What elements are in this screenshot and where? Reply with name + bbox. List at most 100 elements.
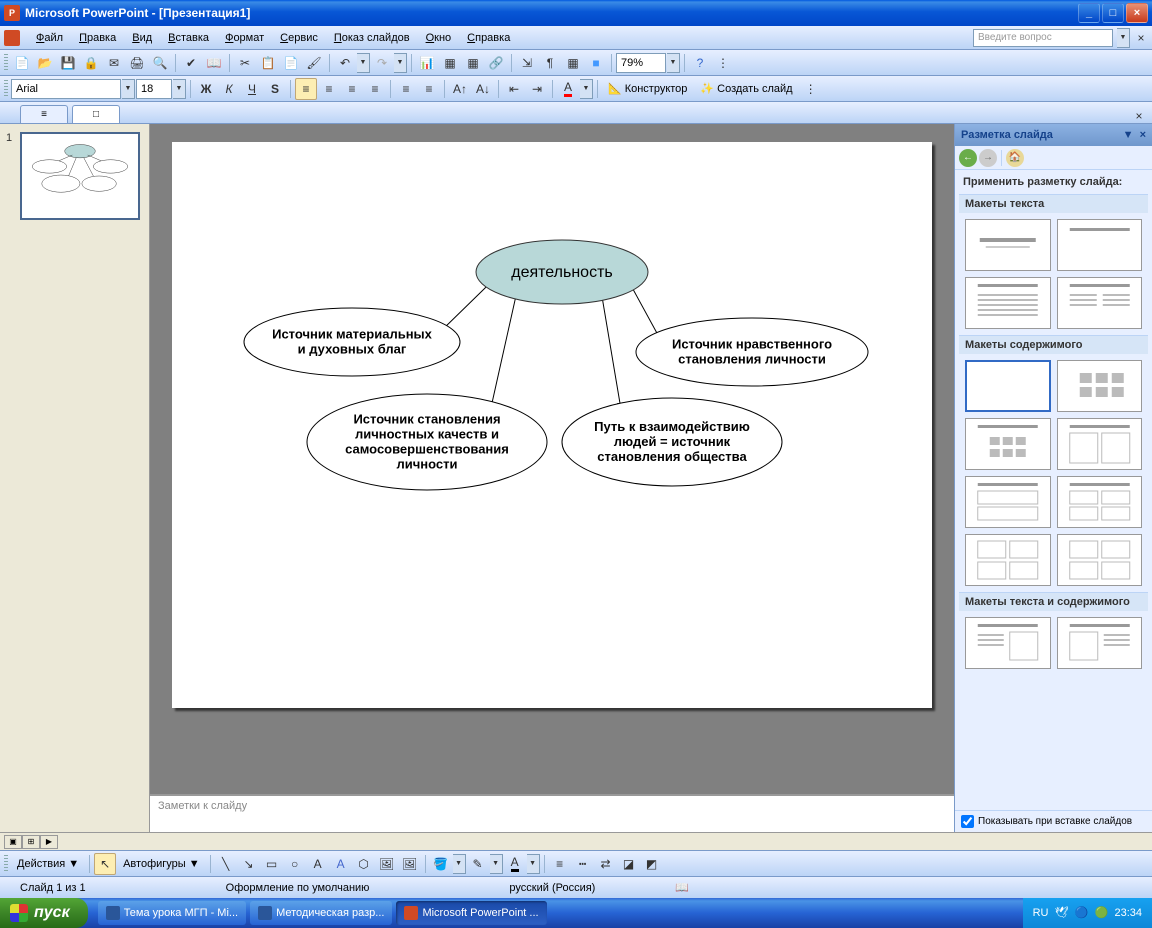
numbering-icon[interactable]: ≡	[395, 78, 417, 100]
help-search-dropdown[interactable]: ▼	[1117, 28, 1130, 48]
show-formatting-icon[interactable]: ¶	[539, 52, 561, 74]
minimize-button[interactable]: _	[1078, 3, 1100, 23]
spellcheck-status-icon[interactable]: 📖	[655, 881, 709, 894]
layout-4content-c[interactable]	[1057, 534, 1143, 586]
sorter-view-icon[interactable]: ⊞	[22, 835, 40, 849]
menu-сервис[interactable]: Сервис	[272, 29, 326, 47]
align-justify-icon[interactable]: ≡	[364, 78, 386, 100]
layout-text-content-2[interactable]	[1057, 617, 1143, 669]
taskpane-dropdown-icon[interactable]: ▼	[1123, 129, 1134, 141]
shadow-icon[interactable]: S	[264, 78, 286, 100]
redo-dropdown[interactable]: ▼	[394, 53, 407, 73]
bold-icon[interactable]: Ж	[195, 78, 217, 100]
toolbar-grip[interactable]	[4, 54, 8, 72]
doc-close-button[interactable]: ×	[1134, 31, 1148, 45]
layout-title-2content[interactable]	[1057, 418, 1143, 470]
font-size-dropdown[interactable]: ▼	[173, 79, 186, 99]
tray-icon-3[interactable]: 🟢	[1094, 906, 1108, 920]
save-icon[interactable]: 💾	[57, 52, 79, 74]
normal-view-icon[interactable]: ▣	[4, 835, 22, 849]
slideshow-view-icon[interactable]: ▶	[40, 835, 58, 849]
insert-chart-icon[interactable]: 📊	[416, 52, 438, 74]
layout-blank[interactable]	[965, 360, 1051, 412]
nav-back-icon[interactable]: ←	[959, 149, 977, 167]
grid-icon[interactable]: ▦	[562, 52, 584, 74]
redo-icon[interactable]: ↷	[371, 52, 393, 74]
show-on-insert-checkbox[interactable]	[961, 815, 974, 828]
clock[interactable]: 23:34	[1114, 907, 1142, 919]
cut-icon[interactable]: ✂	[234, 52, 256, 74]
designer-button[interactable]: 📐 Конструктор	[602, 78, 693, 100]
tray-icon-1[interactable]: 🕊	[1054, 906, 1068, 920]
menu-формат[interactable]: Формат	[217, 29, 272, 47]
toolbar-options-icon[interactable]: ⋮	[800, 78, 822, 100]
layout-text-content-1[interactable]	[965, 617, 1051, 669]
help-icon[interactable]: ?	[689, 52, 711, 74]
permissions-icon[interactable]: 🔒	[80, 52, 102, 74]
taskbar-task[interactable]: Тема урока МГП - Mi...	[98, 901, 246, 925]
font-name-dropdown[interactable]: ▼	[122, 79, 135, 99]
start-button[interactable]: пуск	[0, 898, 88, 928]
preview-icon[interactable]: 🔍	[149, 52, 171, 74]
layout-two-column[interactable]	[1057, 277, 1143, 329]
new-icon[interactable]: 📄	[11, 52, 33, 74]
layout-list[interactable]: Макеты текста Макеты содержимого Макеты …	[955, 194, 1152, 810]
undo-icon[interactable]: ↶	[334, 52, 356, 74]
menu-вид[interactable]: Вид	[124, 29, 160, 47]
layout-title-only[interactable]	[1057, 219, 1143, 271]
nav-forward-icon[interactable]: →	[979, 149, 997, 167]
copy-icon[interactable]: 📋	[257, 52, 279, 74]
menu-вставка[interactable]: Вставка	[160, 29, 217, 47]
increase-font-icon[interactable]: A↑	[449, 78, 471, 100]
slide-canvas[interactable]: деятельностьИсточник материальныхи духов…	[172, 142, 932, 708]
color-icon[interactable]: ■	[585, 52, 607, 74]
slides-tab[interactable]: □	[72, 105, 120, 123]
notes-input[interactable]: Заметки к слайду	[150, 794, 954, 832]
toolbar-grip[interactable]	[4, 80, 8, 98]
layout-4content[interactable]	[1057, 476, 1143, 528]
layout-title-text[interactable]	[965, 277, 1051, 329]
menu-правка[interactable]: Правка	[71, 29, 124, 47]
slide-thumbnail[interactable]	[20, 132, 140, 220]
tables-borders-icon[interactable]: ▦	[462, 52, 484, 74]
paste-icon[interactable]: 📄	[280, 52, 302, 74]
insert-table-icon[interactable]: ▦	[439, 52, 461, 74]
print-icon[interactable]: 🖨	[126, 52, 148, 74]
undo-dropdown[interactable]: ▼	[357, 53, 370, 73]
align-left-icon[interactable]: ≡	[295, 78, 317, 100]
align-right-icon[interactable]: ≡	[341, 78, 363, 100]
tray-icon-2[interactable]: 🔵	[1074, 906, 1088, 920]
close-button[interactable]: ×	[1126, 3, 1148, 23]
tabs-close-button[interactable]: ×	[1132, 109, 1146, 123]
zoom-combo[interactable]: 79%	[616, 53, 666, 73]
toolbar-options-icon[interactable]: ⋮	[712, 52, 734, 74]
menu-справка[interactable]: Справка	[459, 29, 518, 47]
taskbar-task[interactable]: Microsoft PowerPoint ...	[396, 901, 546, 925]
maximize-button[interactable]: □	[1102, 3, 1124, 23]
menu-показ слайдов[interactable]: Показ слайдов	[326, 29, 418, 47]
email-icon[interactable]: ✉	[103, 52, 125, 74]
taskbar-task[interactable]: Методическая разр...	[250, 901, 392, 925]
layout-title[interactable]	[965, 219, 1051, 271]
open-icon[interactable]: 📂	[34, 52, 56, 74]
increase-indent-icon[interactable]: ⇥	[526, 78, 548, 100]
taskpane-close-icon[interactable]: ×	[1140, 129, 1146, 141]
lang-indicator[interactable]: RU	[1033, 907, 1049, 919]
spellcheck-icon[interactable]: ✔	[180, 52, 202, 74]
font-color-icon[interactable]: A	[557, 78, 579, 100]
bullets-icon[interactable]: ≡	[418, 78, 440, 100]
new-slide-button[interactable]: ✨ Создать слайд	[694, 78, 798, 100]
layout-title-content[interactable]	[965, 418, 1051, 470]
layout-title-content-v[interactable]	[965, 476, 1051, 528]
expand-icon[interactable]: ⇲	[516, 52, 538, 74]
layout-content[interactable]	[1057, 360, 1143, 412]
font-color-dropdown[interactable]: ▼	[580, 79, 593, 99]
underline-icon[interactable]: Ч	[241, 78, 263, 100]
insert-hyperlink-icon[interactable]: 🔗	[485, 52, 507, 74]
font-name-combo[interactable]: Arial	[11, 79, 121, 99]
menu-окно[interactable]: Окно	[418, 29, 460, 47]
align-center-icon[interactable]: ≡	[318, 78, 340, 100]
zoom-dropdown[interactable]: ▼	[667, 53, 680, 73]
research-icon[interactable]: 📖	[203, 52, 225, 74]
layout-4content-b[interactable]	[965, 534, 1051, 586]
